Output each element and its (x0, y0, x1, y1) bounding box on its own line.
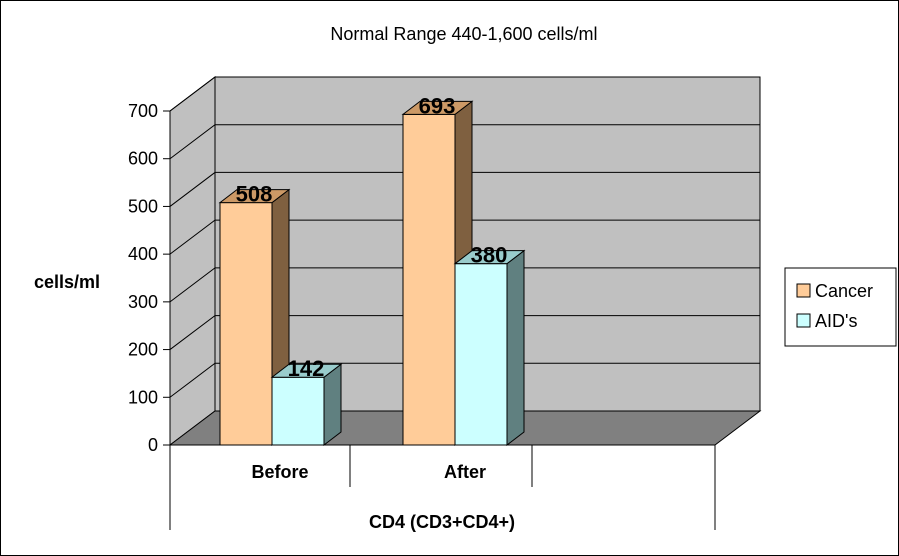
bar-side (506, 249, 525, 447)
legend-swatch (796, 283, 811, 298)
y-tick-label: 500 (128, 196, 158, 216)
y-tick-label: 0 (148, 435, 158, 455)
bar (270, 363, 343, 447)
labels: 0 100 200 300 400 500 600 700 Before After 508 693 1… (128, 93, 507, 482)
gridlines (169, 76, 760, 398)
gridline (169, 267, 760, 303)
gridline (169, 219, 760, 255)
bar-top (401, 100, 474, 115)
gridline (169, 76, 760, 112)
bar-front (454, 263, 508, 446)
gridline (169, 315, 760, 350)
legend: Cancer AID's (784, 267, 897, 347)
legend-label: AID's (815, 311, 857, 331)
data-label: 142 (288, 356, 325, 381)
bar-front (271, 376, 325, 446)
bar (453, 249, 526, 447)
data-label: 508 (236, 182, 273, 207)
y-tick-label: 600 (128, 149, 158, 169)
gridline (169, 171, 760, 207)
x-category-label: Before (251, 462, 308, 482)
bar-front (219, 202, 273, 446)
y-tick-label: 400 (128, 244, 158, 264)
data-label: 693 (419, 93, 456, 118)
bar-top (453, 250, 526, 265)
y-tick-label: 300 (128, 292, 158, 312)
gridline (169, 124, 760, 160)
y-tick-label: 700 (128, 101, 158, 121)
x-axis-label: CD4 (CD3+CD4+) (369, 512, 515, 532)
bar-side (323, 363, 342, 447)
bar-top (218, 189, 291, 204)
y-axis-label: cells/ml (34, 272, 100, 292)
legend-label: Cancer (815, 281, 873, 301)
legend-box (784, 267, 897, 347)
side-wall (169, 75, 216, 447)
bar-top (270, 363, 343, 378)
bars (218, 100, 526, 447)
bar-front (402, 113, 456, 446)
gridline (169, 362, 760, 398)
y-tick-label: 100 (128, 387, 158, 407)
x-category-label: After (444, 462, 486, 482)
data-label: 380 (471, 243, 508, 268)
legend-swatch (796, 313, 811, 328)
chart-title: Normal Range 440-1,600 cells/ml (330, 24, 597, 44)
y-tick-label: 200 (128, 340, 158, 360)
